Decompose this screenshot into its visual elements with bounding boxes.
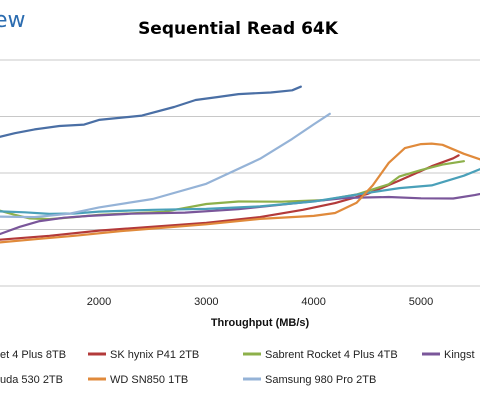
x-tick-label: 3000 [194,296,218,308]
series-line [0,192,480,236]
series-line [0,85,302,138]
x-axis-ticks: 02000300040005000 [87,296,433,308]
legend-label: Sabrent Rocket 4 Plus 4TB [265,349,398,361]
x-tick-label: 4000 [301,296,325,308]
x-axis-label: Throughput (MB/s) [211,317,310,329]
gridlines [0,59,480,287]
series-line [0,142,480,244]
x-tick-label: 2000 [87,296,111,308]
legend: et 4 Plus 8TB SK hynix P41 2TB Sabrent Roc… [0,349,475,386]
series-line [0,154,460,241]
legend-label: et 4 Plus 8TB [0,349,66,361]
x-tick-label: 5000 [409,296,433,308]
legend-label: WD SN850 1TB [110,374,188,386]
brand-logo-fragment: ew [0,8,26,33]
chart-title: Sequential Read 64K [138,19,339,39]
legend-label: uda 530 2TB [0,374,63,386]
series-layer [0,85,480,244]
series-line [0,112,331,219]
series-line [0,160,465,221]
legend-label: Kingst [444,349,475,361]
series-line [0,167,480,215]
legend-label: Samsung 980 Pro 2TB [265,374,376,386]
legend-label: SK hynix P41 2TB [110,349,199,361]
